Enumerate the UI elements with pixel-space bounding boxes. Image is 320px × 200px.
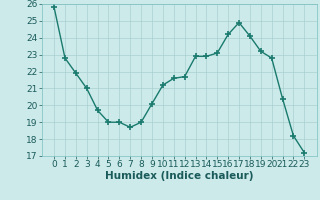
X-axis label: Humidex (Indice chaleur): Humidex (Indice chaleur) (105, 171, 253, 181)
